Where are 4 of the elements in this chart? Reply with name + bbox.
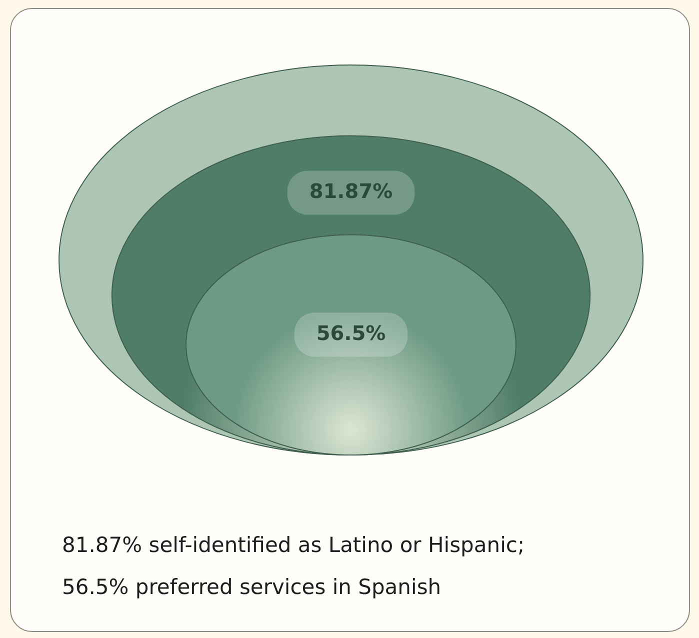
text: 81.87% self-identified as Latino or Hispanic; bbox=[62, 532, 525, 559]
data-label: 81.87% bbox=[309, 178, 393, 203]
text: 56.5% preferred services in Spanish bbox=[62, 574, 442, 601]
data-label: 56.5% bbox=[316, 320, 386, 345]
